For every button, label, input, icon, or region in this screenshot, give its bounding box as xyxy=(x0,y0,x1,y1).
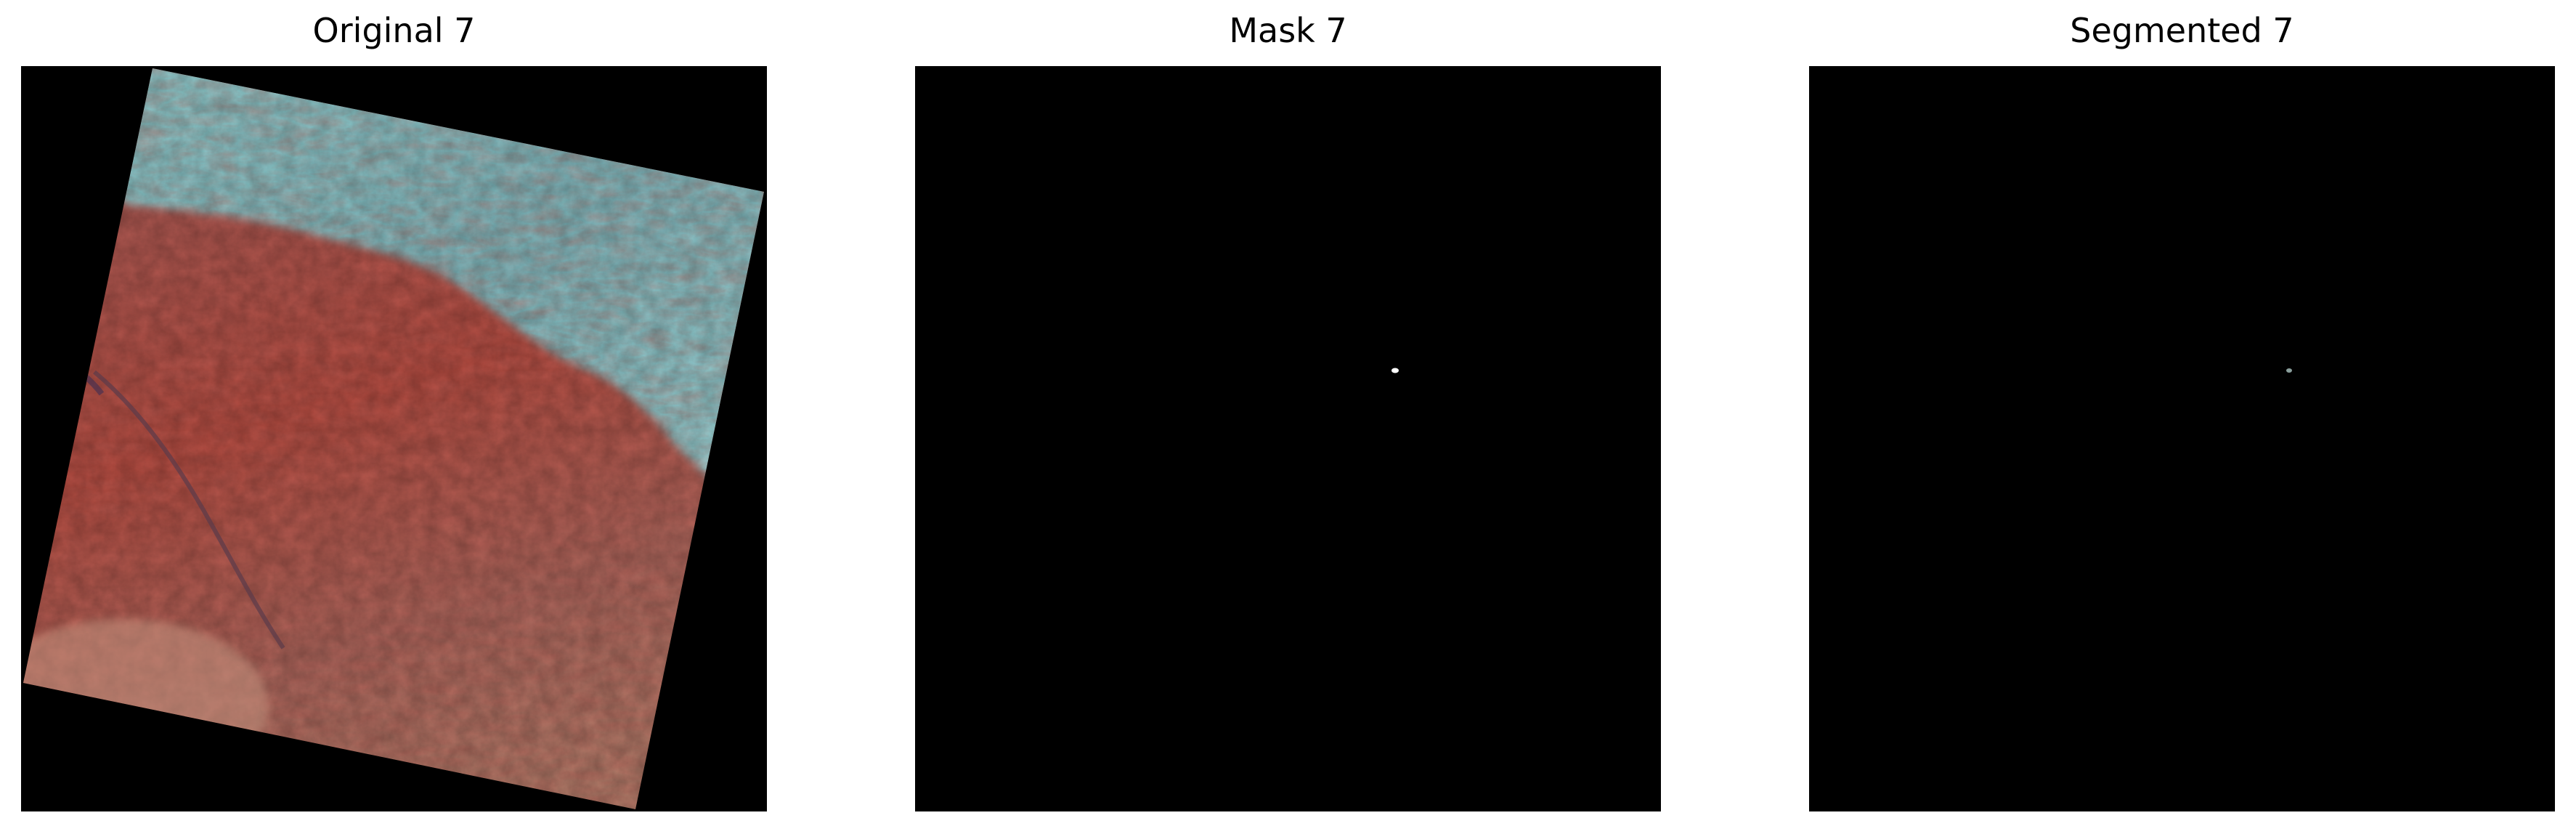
binary-mask xyxy=(916,67,1660,811)
original-image xyxy=(21,66,767,811)
mask-title: Mask 7 xyxy=(1229,11,1347,50)
mask-spot xyxy=(1391,368,1399,373)
segmented-panel: Segmented 7 xyxy=(1809,0,2555,834)
mask-image xyxy=(915,66,1661,811)
original-title: Original 7 xyxy=(312,11,476,50)
segmented-spot xyxy=(2286,368,2292,373)
segmented-image xyxy=(1809,66,2555,811)
segmented-overlay xyxy=(1810,67,2554,811)
satellite-scene xyxy=(22,67,766,811)
original-panel: Original 7 xyxy=(21,0,767,834)
mask-panel: Mask 7 xyxy=(915,0,1661,834)
segmented-title: Segmented 7 xyxy=(2070,11,2294,50)
